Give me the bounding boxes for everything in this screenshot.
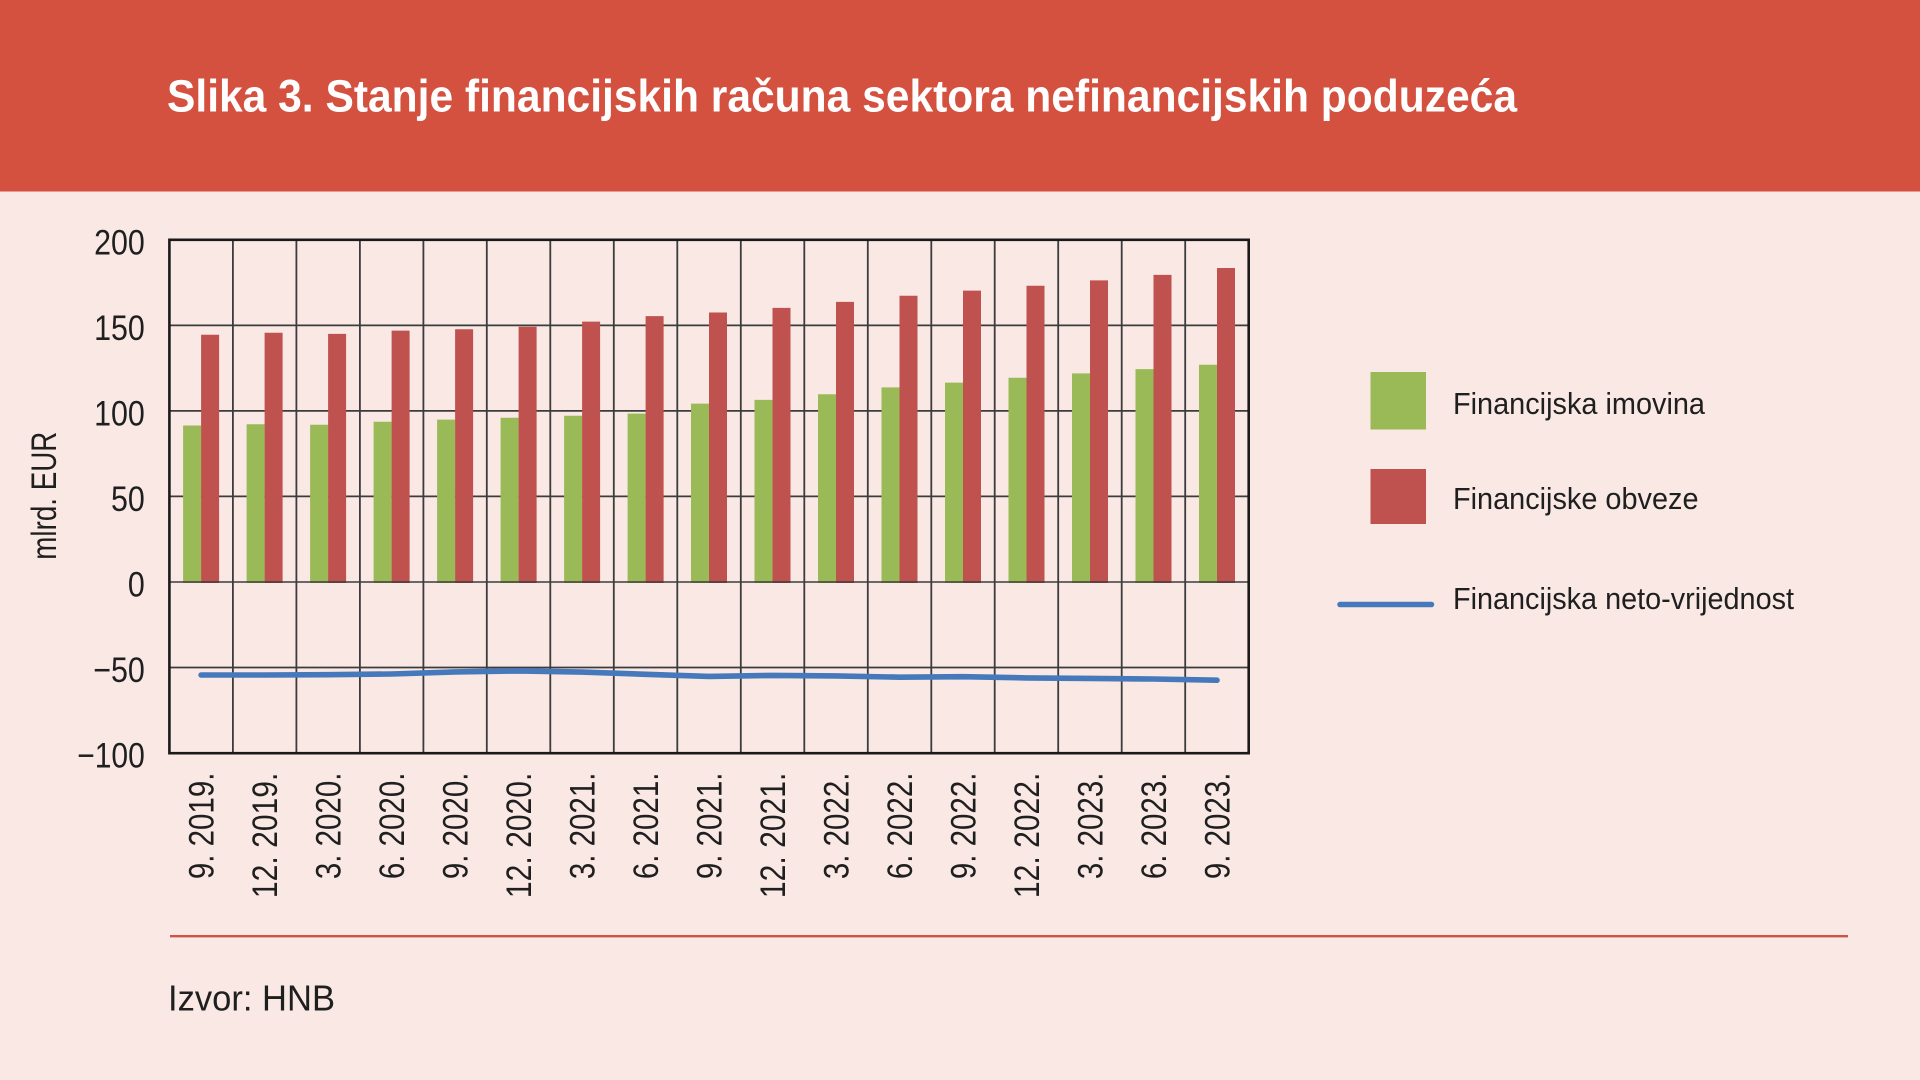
svg-text:9. 2022.: 9. 2022. <box>943 773 983 880</box>
svg-text:3. 2023.: 3. 2023. <box>1070 773 1110 880</box>
svg-text:6. 2020.: 6. 2020. <box>372 773 412 880</box>
svg-text:Izvor: HNB: Izvor: HNB <box>168 978 335 1019</box>
svg-text:3. 2022.: 3. 2022. <box>816 773 856 880</box>
svg-text:6. 2021.: 6. 2021. <box>626 773 666 880</box>
svg-text:Financijska neto-vrijednost: Financijska neto-vrijednost <box>1453 581 1794 616</box>
svg-text:12. 2020.: 12. 2020. <box>499 773 539 899</box>
svg-text:3. 2020.: 3. 2020. <box>308 773 348 880</box>
svg-text:9. 2020.: 9. 2020. <box>435 773 475 880</box>
svg-text:150: 150 <box>94 308 145 348</box>
svg-text:mlrd. EUR: mlrd. EUR <box>24 432 64 560</box>
svg-text:−100: −100 <box>77 736 145 776</box>
svg-text:12. 2022.: 12. 2022. <box>1007 773 1047 899</box>
svg-text:9. 2021.: 9. 2021. <box>689 773 729 880</box>
svg-text:0: 0 <box>128 565 145 605</box>
svg-text:3. 2021.: 3. 2021. <box>562 773 602 880</box>
svg-text:100: 100 <box>94 394 145 434</box>
svg-text:200: 200 <box>94 223 145 263</box>
svg-text:6. 2023.: 6. 2023. <box>1134 773 1174 880</box>
svg-text:Slika 3. Stanje financijskih r: Slika 3. Stanje financijskih računa sekt… <box>167 71 1518 122</box>
svg-text:6. 2022.: 6. 2022. <box>880 773 920 880</box>
svg-text:Financijska imovina: Financijska imovina <box>1453 386 1706 421</box>
svg-text:−50: −50 <box>93 650 145 690</box>
svg-text:9. 2019.: 9. 2019. <box>181 773 221 880</box>
svg-text:9. 2023.: 9. 2023. <box>1197 773 1237 880</box>
svg-text:12. 2021.: 12. 2021. <box>753 773 793 899</box>
svg-text:12. 2019.: 12. 2019. <box>245 773 285 899</box>
svg-text:Financijske obveze: Financijske obveze <box>1453 481 1699 516</box>
svg-text:50: 50 <box>111 479 145 519</box>
